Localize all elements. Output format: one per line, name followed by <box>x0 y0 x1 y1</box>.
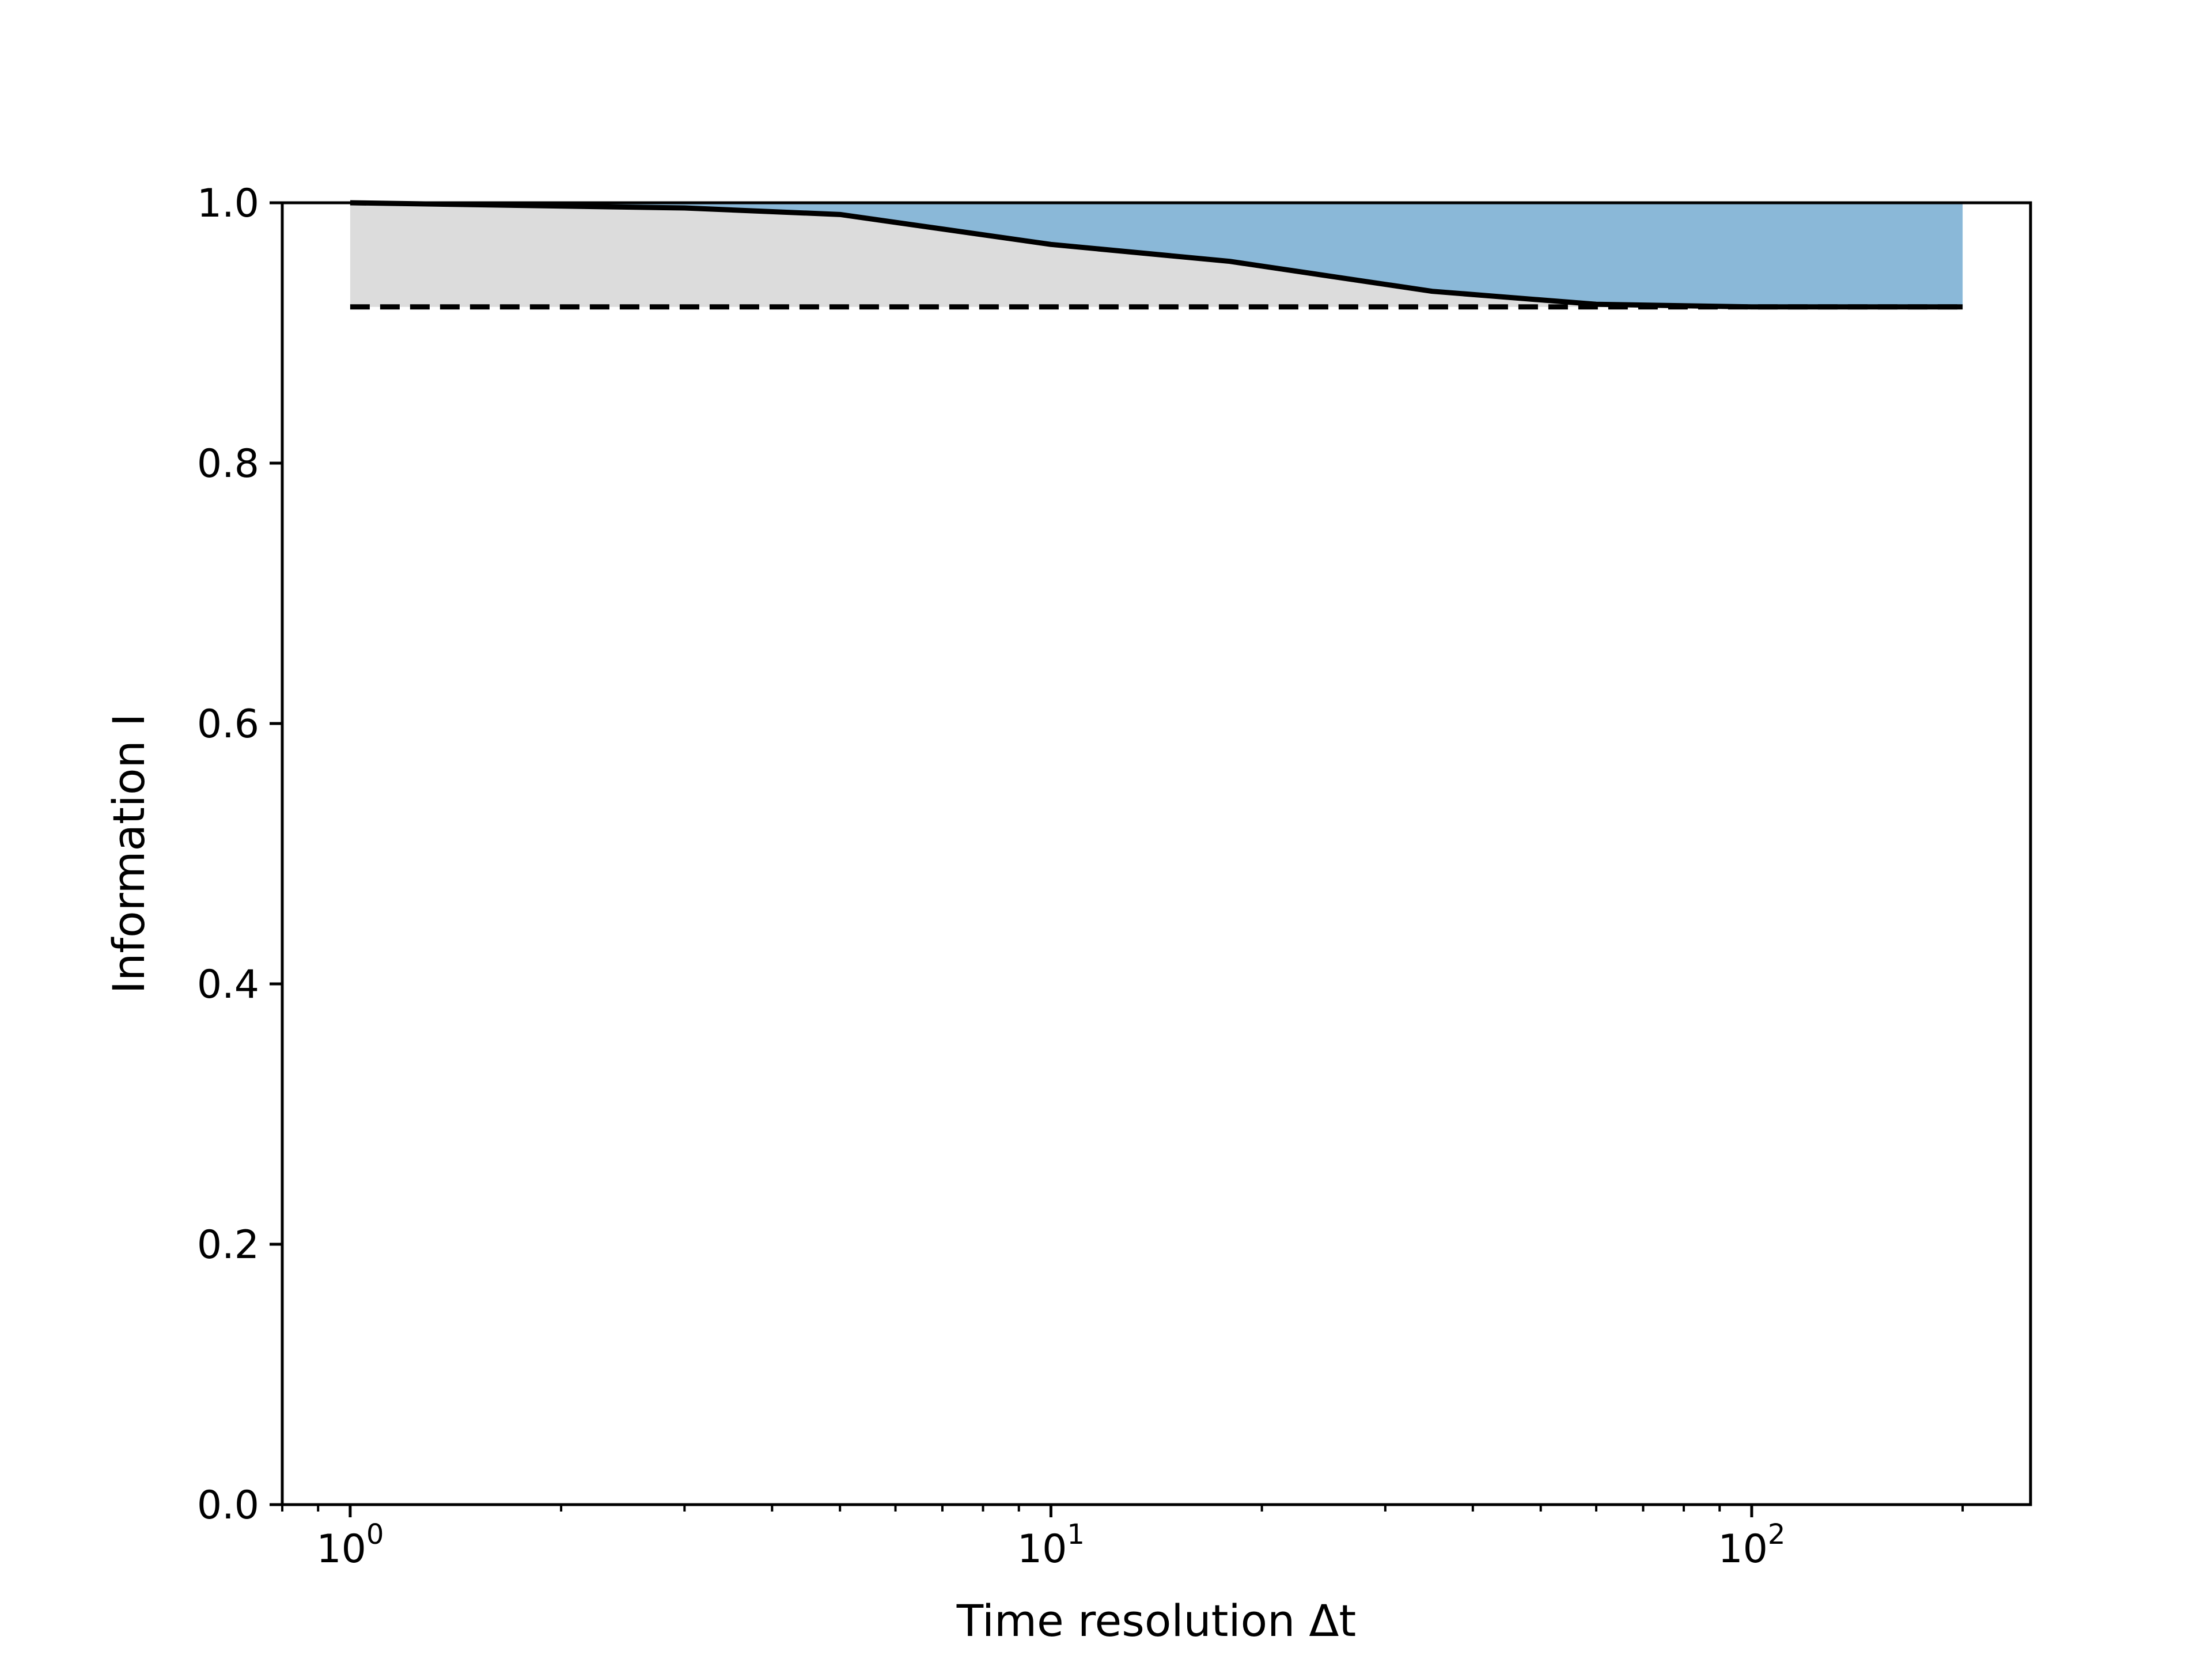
y-tick-label: 0.8 <box>197 441 259 487</box>
y-axis-label: Information I <box>103 714 154 994</box>
y-tick-label: 0.2 <box>197 1222 259 1268</box>
y-tick-label: 1.0 <box>197 181 259 226</box>
x-axis-label: Time resolution Δt <box>956 1595 1356 1646</box>
axes-frame <box>281 201 2032 1506</box>
ticks: 0.0 0.2 0.4 0.6 0.8 1.0 100 101 102 <box>197 181 1964 1572</box>
plot-area <box>350 200 1963 310</box>
fill-region-upper <box>350 203 1963 307</box>
y-tick-label: 0.4 <box>197 962 259 1007</box>
solid-series-line <box>350 200 1963 310</box>
x-tick-label: 100 <box>316 1518 384 1572</box>
x-tick-label: 102 <box>1718 1518 1785 1572</box>
x-tick-label: 101 <box>1017 1518 1085 1572</box>
y-tick-label: 0.0 <box>197 1483 259 1528</box>
y-tick-label: 0.6 <box>197 702 259 747</box>
